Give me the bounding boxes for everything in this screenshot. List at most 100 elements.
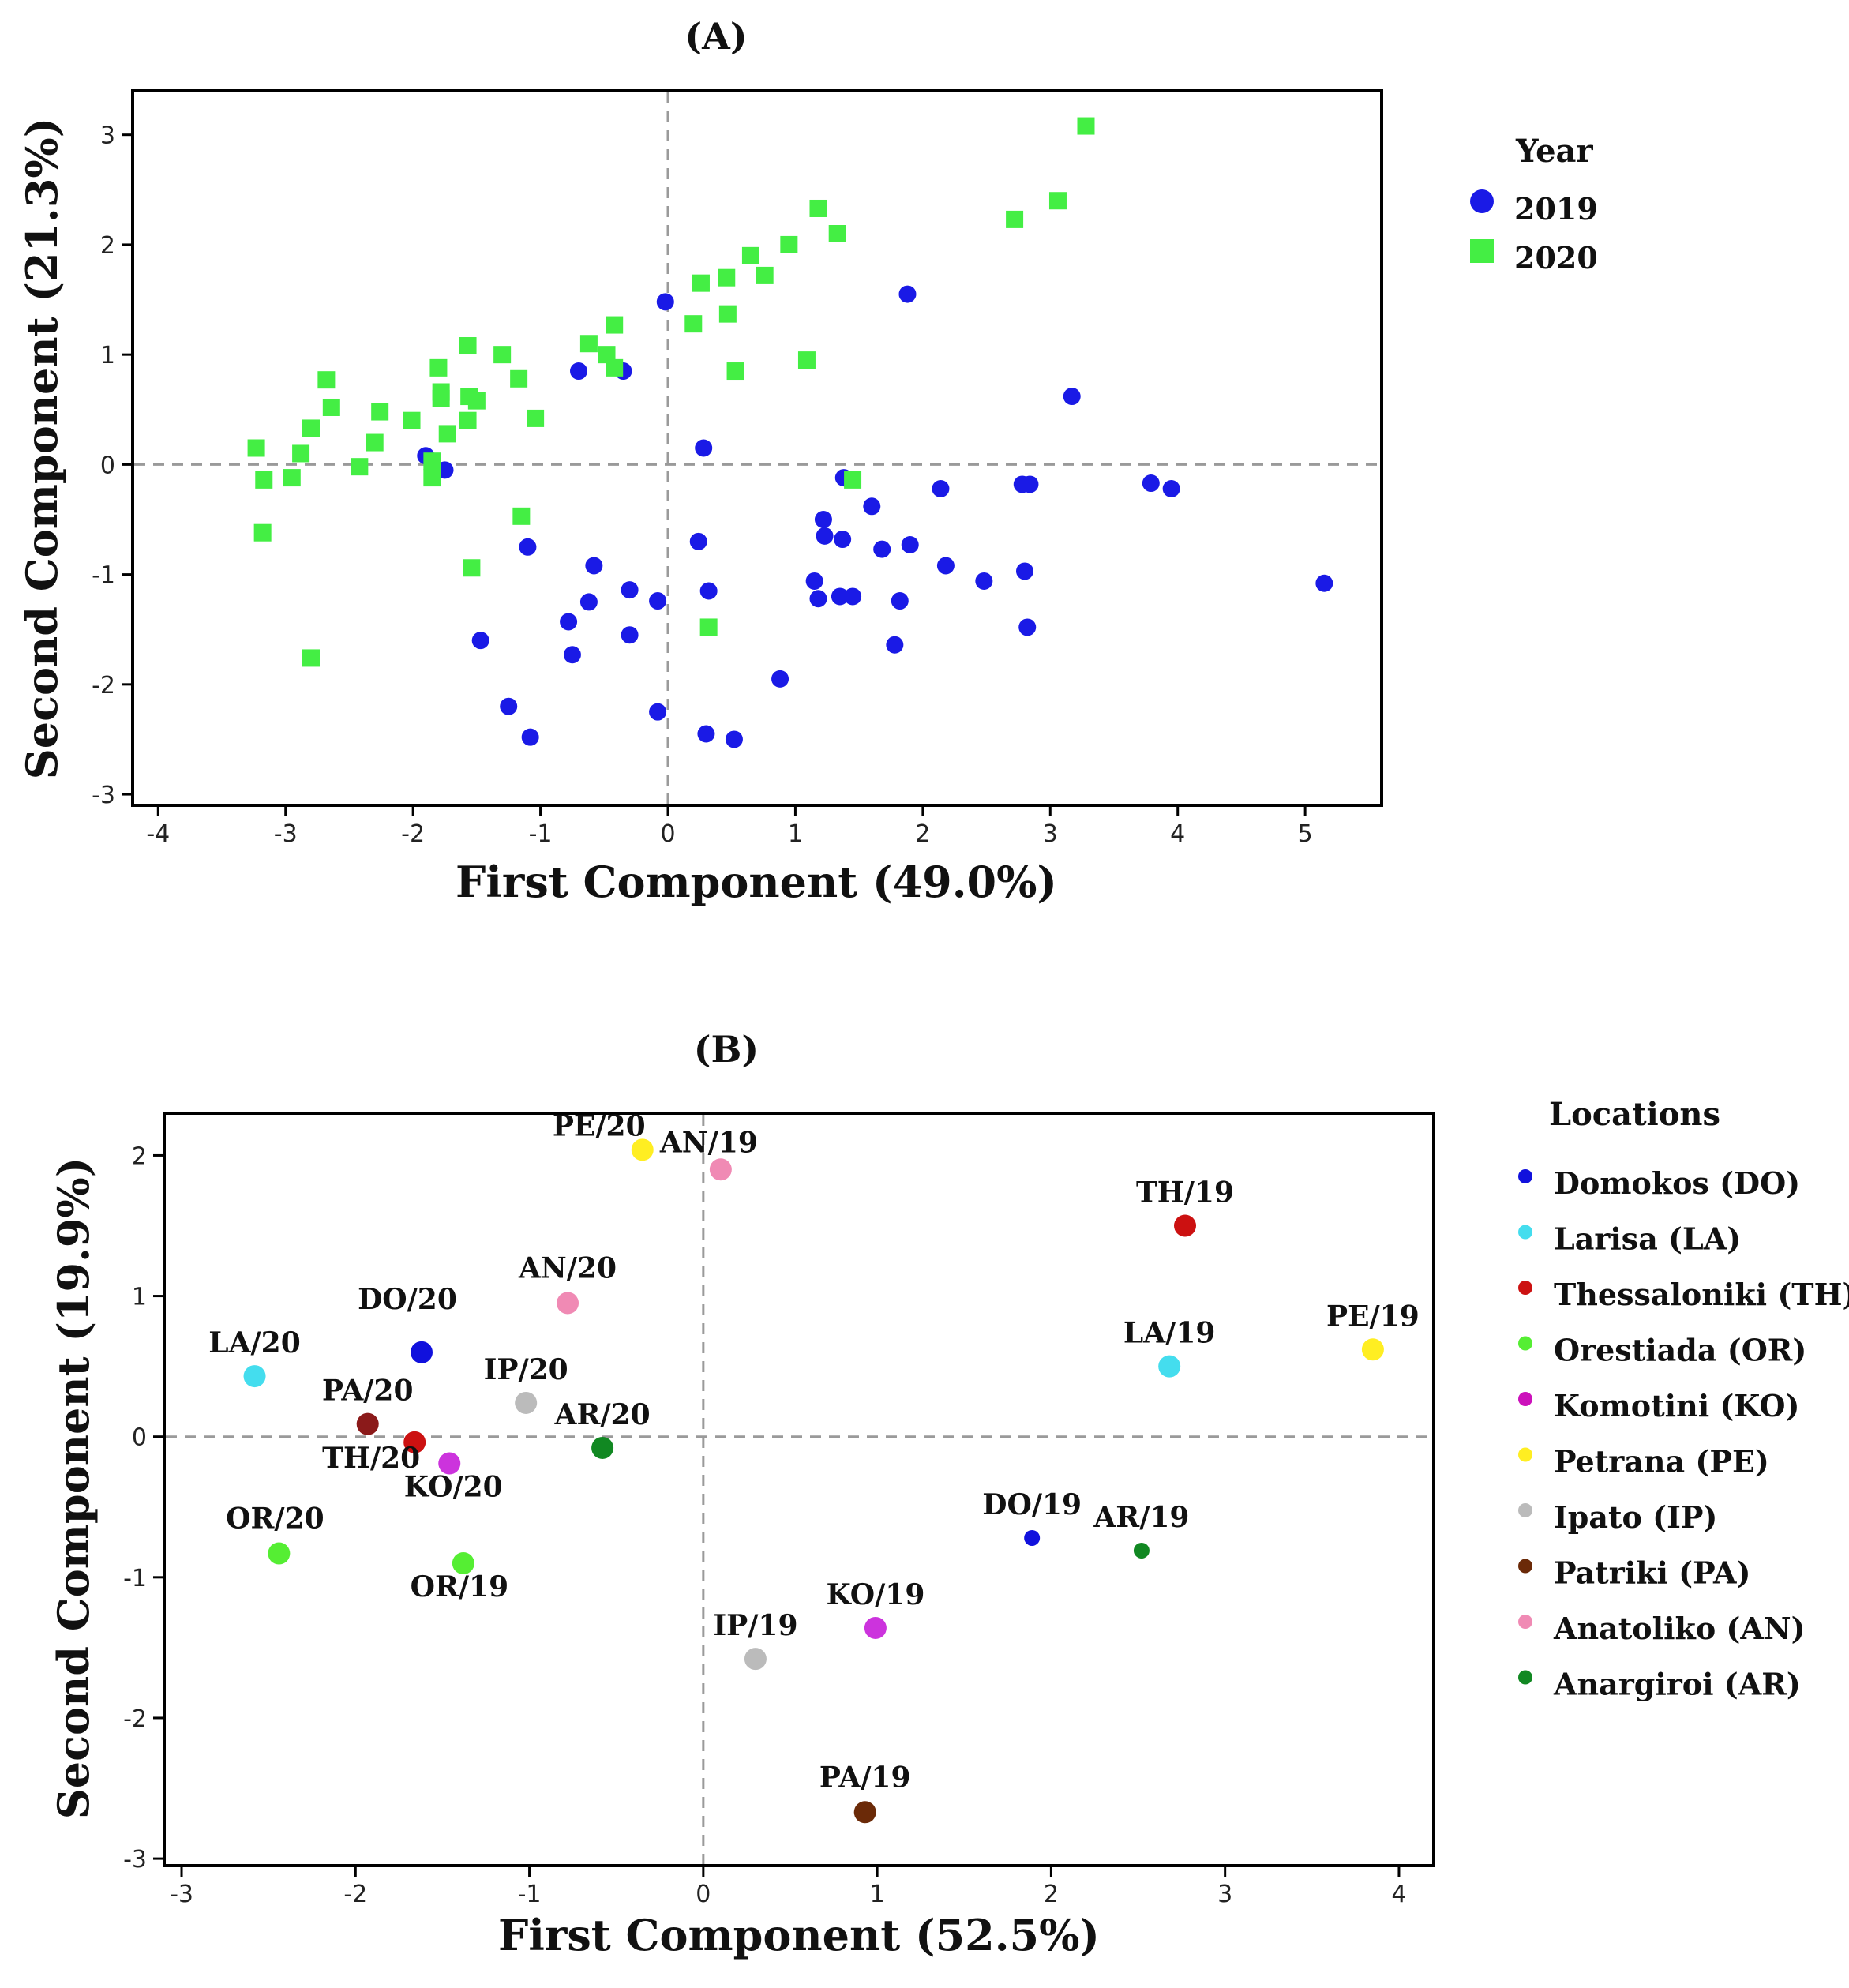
legend-marker-larisa — [1518, 1225, 1532, 1240]
panel-a-y-axis-ticks: -3 -2 -1 0 1 2 3 — [92, 122, 133, 809]
point-2020-15 — [606, 358, 624, 377]
point-2019-4 — [656, 293, 674, 311]
x-tick-label: 3 — [1043, 820, 1058, 848]
point-2019-28 — [621, 581, 639, 599]
x-tick-label: 1 — [870, 1881, 885, 1908]
point-or-20 — [268, 1542, 291, 1565]
point-2020-37 — [423, 452, 441, 471]
point-2020-46 — [302, 649, 320, 667]
y-tick-label: 0 — [132, 1424, 147, 1452]
point-2019-39 — [1018, 618, 1037, 636]
legend-label-2020: 2020 — [1514, 240, 1598, 276]
y-tick-label: -3 — [92, 782, 115, 809]
panel-b-title: (B) — [694, 1028, 759, 1071]
point-2019-47 — [521, 728, 539, 746]
point-2020-3 — [809, 199, 827, 217]
panel-b-legend: Locations Domokos (DO) Larisa (LA) Thessal… — [1518, 1096, 1849, 1702]
panel-b-legend-title: Locations — [1549, 1096, 1720, 1133]
point-2019-14 — [863, 497, 881, 516]
point-2020-11 — [684, 315, 703, 333]
legend-label-ipato: Ipato (IP) — [1554, 1499, 1717, 1535]
point-2020-45 — [463, 559, 481, 577]
point-la-20 — [243, 1365, 266, 1388]
point-2019-18 — [873, 540, 891, 558]
point-do-19 — [1024, 1529, 1041, 1546]
point-th-19 — [1174, 1214, 1197, 1237]
point-2019-16 — [816, 527, 834, 545]
point-2019-12 — [1162, 480, 1180, 498]
panel-b-points: PE/20 AN/19 TH/19 AN/20 DO/20 LA/20 LA/19 PE/19… — [208, 1109, 1420, 1824]
point-label-la-20: LA/20 — [208, 1326, 301, 1360]
legend-label-patriki: Patriki (PA) — [1554, 1555, 1750, 1591]
point-label-an-20: AN/20 — [518, 1251, 617, 1285]
point-ar-20 — [591, 1436, 614, 1459]
point-2019-40 — [563, 646, 581, 664]
point-2020-31 — [459, 411, 477, 429]
legend-marker-patriki — [1518, 1559, 1532, 1574]
point-2019-6 — [1063, 388, 1081, 406]
point-2019-45 — [697, 725, 715, 743]
point-2020-44 — [253, 523, 272, 542]
point-2019-34 — [844, 587, 862, 606]
legend-marker-thessaloniki — [1518, 1281, 1532, 1295]
point-2020-4 — [828, 225, 846, 242]
point-2020-39 — [255, 471, 273, 489]
point-2019-25 — [975, 572, 993, 590]
point-2019-29 — [699, 582, 718, 600]
point-ko-20 — [438, 1452, 461, 1475]
legend-label-larisa: Larisa (LA) — [1554, 1221, 1741, 1257]
point-2020-1 — [1048, 192, 1067, 210]
legend-marker-komotini — [1518, 1392, 1532, 1406]
panel-b-y-axis-ticks: -3 -2 -1 0 1 2 — [123, 1142, 164, 1874]
point-2020-30 — [403, 411, 421, 429]
point-label-ko-20: KO/20 — [404, 1471, 503, 1504]
point-label-th-19: TH/19 — [1136, 1176, 1234, 1210]
point-label-an-19: AN/19 — [659, 1126, 758, 1159]
point-2019-7 — [695, 439, 713, 457]
point-2019-11 — [1142, 474, 1160, 493]
point-2020-13 — [579, 335, 598, 353]
legend-label-anatoliko: Anatoliko (AN) — [1553, 1611, 1806, 1646]
panel-b-x-axis-label: First Component (52.5%) — [498, 1910, 1100, 1960]
legend-marker-orestiada — [1518, 1336, 1532, 1351]
panel-a-legend: Year 2019 2020 — [1470, 133, 1598, 276]
panel-b-x-axis-ticks: -3 -2 -1 0 1 2 3 4 — [170, 1866, 1406, 1908]
panel-a-plot-frame — [131, 89, 1383, 807]
point-2020-8 — [718, 268, 736, 287]
panel-b-plot-frame — [163, 1112, 1435, 1867]
point-2019-31 — [579, 593, 598, 611]
point-2020-26 — [467, 392, 486, 410]
point-2020-12 — [606, 316, 624, 334]
panel-a-y-axis-label: Second Component (21.3%) — [17, 118, 67, 780]
point-2020-6 — [741, 246, 759, 264]
point-2019-42 — [771, 670, 789, 688]
point-2020-25 — [432, 389, 450, 407]
point-ko-19 — [864, 1616, 887, 1639]
point-2020-28 — [371, 403, 389, 421]
point-2020-41 — [423, 469, 441, 487]
panel-a-x-axis-ticks: -4 -3 -2 -1 0 1 2 3 4 5 — [146, 805, 1313, 848]
point-la-19 — [1158, 1355, 1181, 1378]
point-2019-33 — [831, 587, 849, 606]
point-2020-40 — [283, 469, 301, 487]
point-2020-14 — [598, 346, 616, 364]
legend-label-petrana: Petrana (PE) — [1554, 1444, 1769, 1480]
point-2019-30 — [649, 592, 667, 610]
point-2020-21 — [510, 369, 528, 388]
point-2019-15 — [814, 511, 832, 528]
point-label-pe-19: PE/19 — [1326, 1300, 1420, 1333]
y-tick-label: -2 — [92, 672, 115, 700]
point-ip-19 — [744, 1648, 767, 1671]
point-label-or-19: OR/19 — [411, 1570, 509, 1604]
panel-b-legend-items: Domokos (DO) Larisa (LA) Thessaloniki (TH)… — [1518, 1165, 1849, 1702]
point-label-ar-19: AR/19 — [1093, 1501, 1189, 1534]
point-label-or-20: OR/20 — [226, 1502, 324, 1536]
point-label-pa-20: PA/20 — [322, 1375, 414, 1408]
point-2020-10 — [718, 305, 737, 323]
point-2020-19 — [493, 346, 512, 364]
y-tick-label: 3 — [100, 122, 115, 150]
x-tick-label: 1 — [788, 820, 803, 848]
legend-marker-2020 — [1470, 239, 1494, 263]
x-tick-label: 4 — [1170, 820, 1185, 848]
point-label-th-20: TH/20 — [322, 1442, 420, 1475]
